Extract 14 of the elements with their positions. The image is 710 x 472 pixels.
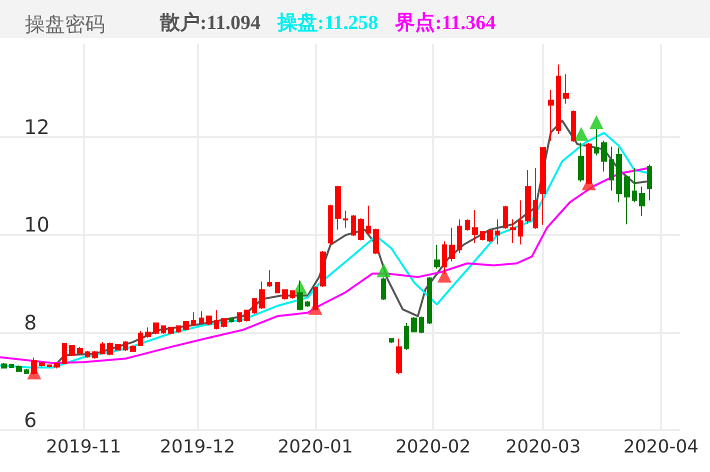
x-tick-label: 2020-03	[506, 436, 581, 458]
y-tick-label: 12	[24, 114, 50, 139]
x-tick-label: 2020-02	[395, 436, 471, 458]
text: 界点:11.364	[394, 12, 496, 34]
x-tick-label: 2019-11	[46, 436, 122, 458]
text: 散户:11.094	[159, 11, 261, 34]
y-tick-label: 6	[24, 408, 37, 432]
x-tick-label: 2019-12	[160, 436, 236, 458]
x-tick-label: 2020-04	[623, 436, 699, 458]
text: 操盘:11.258	[276, 12, 378, 34]
x-tick-label: 2020-01	[278, 436, 353, 458]
y-tick-label: 8	[24, 310, 37, 334]
chart-title: 操盘密码	[25, 12, 105, 36]
y-tick-label: 10	[24, 212, 50, 237]
